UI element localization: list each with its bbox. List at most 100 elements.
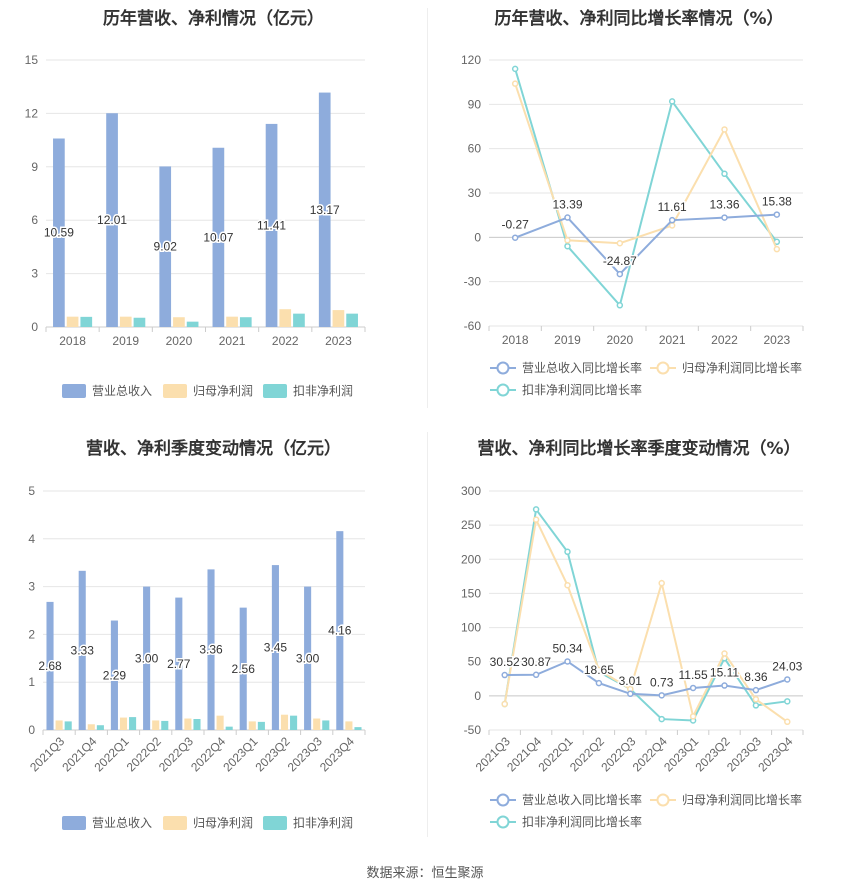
bar-revenue [175, 597, 183, 730]
data-point [595, 666, 603, 674]
x-tick-label: 2018 [502, 333, 529, 347]
bar-revenue [106, 113, 118, 327]
bar-deducted-profit [129, 717, 137, 730]
y-tick-label: 3 [28, 580, 35, 594]
series-line [503, 506, 788, 722]
data-point [721, 650, 728, 657]
bar-net-profit [226, 316, 238, 327]
legend-swatch [62, 816, 86, 830]
data-point [668, 222, 676, 229]
bar-net-profit [119, 316, 132, 327]
legend-marker [656, 793, 670, 807]
y-tick-label: 0 [31, 320, 38, 334]
panel-divider-bottom [427, 432, 428, 837]
bar-net-profit [332, 310, 345, 327]
bar-deducted-profit [80, 316, 93, 327]
y-tick-label: 0 [474, 230, 481, 244]
bar-net-profit [152, 720, 160, 730]
annual-revenue-profit-panel: 历年营收、净利情况（亿元） 0 3 6 9 12 15 2018 2019 2020 2021 20… [0, 0, 427, 410]
legend-item: 营业总收入同比增长率 [490, 792, 642, 807]
x-tick-label: 2023 [325, 334, 352, 348]
data-label: 13.39 [552, 198, 582, 212]
data-point [784, 718, 791, 726]
data-label: 3.45 [264, 641, 288, 655]
data-point [511, 234, 519, 241]
x-tick-label: 2023Q2 [253, 734, 293, 774]
legend-item: 归母净利润同比增长率 [650, 360, 802, 375]
bar-deducted-profit [193, 719, 201, 730]
legend-item: 扣非净利润同比增长率 [490, 382, 642, 397]
legend-label: 扣非净利润 [293, 816, 353, 830]
data-point [627, 690, 634, 698]
bar-revenue [271, 565, 279, 730]
legend-item: 营业总收入 [62, 384, 152, 398]
data-point [595, 679, 603, 687]
legend-item: 归母净利润同比增长率 [650, 792, 802, 807]
data-label: -24.87 [603, 254, 637, 268]
data-point [532, 671, 540, 679]
bar-deducted-profit [239, 317, 252, 327]
data-label: 3.01 [619, 674, 643, 688]
x-tick-label: 2022Q2 [124, 734, 164, 774]
x-tick-label: 2023 [763, 333, 790, 347]
y-tick-label: 90 [468, 97, 482, 111]
x-tick-label: 2021Q4 [59, 734, 99, 774]
data-point [689, 684, 697, 692]
data-point [564, 242, 571, 250]
legend-label: 扣非净利润 [293, 384, 353, 398]
y-tick-label: 300 [461, 484, 481, 498]
annual-growth-line-chart: -60 -30 0 30 60 90 120 2018 2019 2020 2021 2022 2023… [461, 53, 804, 397]
data-point [658, 715, 665, 723]
data-label: 0.73 [650, 675, 674, 689]
data-source-label: 数据来源：恒生聚源 [366, 866, 484, 881]
data-label: 15.38 [762, 195, 792, 209]
data-point [658, 692, 665, 699]
data-point [721, 214, 728, 221]
chart-title: 营收、净利同比增长率季度变动情况（%） [477, 439, 801, 459]
bar-revenue [46, 601, 54, 730]
legend-label: 归母净利润同比增长率 [682, 360, 802, 375]
data-point [752, 696, 760, 703]
data-label: 15.11 [710, 666, 739, 680]
data-label: 30.87 [521, 655, 551, 669]
data-label: 30.52 [490, 655, 520, 669]
data-label: 10.07 [203, 230, 233, 244]
data-label: 4.16 [328, 624, 352, 638]
bar-deducted-profit [186, 321, 199, 327]
bar-deducted-profit [346, 313, 358, 327]
bar-net-profit [184, 718, 192, 730]
series-line [504, 660, 788, 697]
bar-net-profit [279, 309, 292, 327]
x-tick-label: 2020 [606, 333, 633, 347]
x-tick-label: 2021Q3 [27, 734, 67, 774]
bar-net-profit [313, 718, 321, 730]
data-label: 8.36 [744, 670, 768, 684]
quarterly-growth-line-chart: -500501001502002503002021Q32021Q42022Q12… [461, 484, 804, 829]
data-point [616, 302, 624, 309]
chart-title: 历年营收、净利同比增长率情况（%） [494, 9, 784, 29]
x-tick-label: 2021 [219, 334, 246, 348]
data-point [658, 579, 665, 587]
bar-net-profit [55, 720, 63, 730]
x-tick-label: 2022Q3 [156, 734, 196, 774]
y-tick-label: 9 [31, 160, 38, 174]
data-label: 2.29 [103, 668, 127, 682]
bar-revenue [207, 569, 215, 730]
y-tick-label: 6 [31, 213, 38, 227]
data-point [773, 211, 781, 218]
y-tick-label: 150 [461, 586, 481, 600]
legend-marker [656, 361, 670, 375]
data-point [564, 581, 571, 589]
series-line [503, 516, 788, 723]
x-tick-label: 2020 [166, 334, 193, 348]
bar-deducted-profit [290, 715, 298, 730]
y-tick-label: 250 [461, 518, 481, 532]
data-label: 3.36 [199, 643, 223, 657]
data-point [721, 170, 728, 178]
bar-revenue [212, 147, 225, 327]
x-tick-label: 2023Q4 [317, 734, 357, 774]
data-point [564, 658, 571, 665]
y-tick-label: 15 [25, 53, 39, 67]
data-label: 50.34 [552, 641, 582, 655]
series-line [514, 83, 778, 250]
